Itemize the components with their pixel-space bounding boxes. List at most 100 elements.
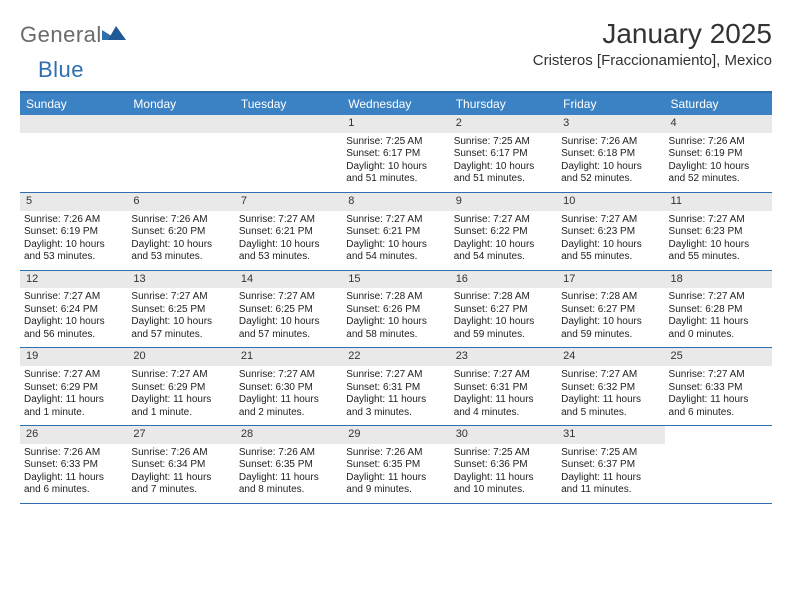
day-detail-line: and 53 minutes. [24,251,123,264]
day-detail-line: and 53 minutes. [131,251,230,264]
day-detail-line: and 54 minutes. [346,251,445,264]
day-detail-line: Daylight: 10 hours [131,316,230,329]
day-detail-line: Sunset: 6:27 PM [561,304,660,317]
day-detail-line: Daylight: 11 hours [669,316,768,329]
day-number: 19 [20,348,127,366]
dow-label: Monday [127,93,234,115]
dow-label: Thursday [450,93,557,115]
calendar-page: General January 2025 Cristeros [Fraccion… [0,0,792,514]
day-detail-line: Sunrise: 7:27 AM [454,214,553,227]
day-cell: 10Sunrise: 7:27 AMSunset: 6:23 PMDayligh… [557,193,664,270]
day-detail-line: Daylight: 10 hours [346,316,445,329]
day-cell: 29Sunrise: 7:26 AMSunset: 6:35 PMDayligh… [342,426,449,503]
day-detail-line: Sunrise: 7:26 AM [131,214,230,227]
day-detail-line: and 51 minutes. [346,173,445,186]
brand-logo: General [20,18,130,48]
day-detail-line: and 57 minutes. [239,329,338,342]
day-number: 8 [342,193,449,211]
day-detail-line: Sunrise: 7:27 AM [239,214,338,227]
day-detail-line: Sunrise: 7:27 AM [239,291,338,304]
day-detail-line: Sunrise: 7:26 AM [346,447,445,460]
brand-mark-icon [102,24,128,47]
day-detail-line: Sunrise: 7:27 AM [131,291,230,304]
day-number: 4 [665,115,772,133]
day-number: 20 [127,348,234,366]
day-detail-line: and 1 minute. [24,407,123,420]
empty-cell [20,115,127,192]
day-detail-line: and 59 minutes. [561,329,660,342]
day-detail-line: Sunset: 6:24 PM [24,304,123,317]
day-detail-line: and 54 minutes. [454,251,553,264]
day-cell: 19Sunrise: 7:27 AMSunset: 6:29 PMDayligh… [20,348,127,425]
day-detail-line: Sunset: 6:19 PM [669,148,768,161]
brand-text-1: General [20,22,102,48]
day-detail-line: Daylight: 10 hours [239,239,338,252]
month-title: January 2025 [533,18,772,50]
week-row: 26Sunrise: 7:26 AMSunset: 6:33 PMDayligh… [20,426,772,504]
day-detail-line: Daylight: 11 hours [561,394,660,407]
day-detail-line: Daylight: 10 hours [346,239,445,252]
day-detail-line: Sunset: 6:32 PM [561,382,660,395]
day-cell: 7Sunrise: 7:27 AMSunset: 6:21 PMDaylight… [235,193,342,270]
day-cell: 8Sunrise: 7:27 AMSunset: 6:21 PMDaylight… [342,193,449,270]
day-cell: 16Sunrise: 7:28 AMSunset: 6:27 PMDayligh… [450,271,557,348]
day-detail-line: Sunset: 6:35 PM [239,459,338,472]
day-detail-line: Sunrise: 7:26 AM [24,447,123,460]
day-detail-line: and 6 minutes. [669,407,768,420]
day-detail-line: Sunrise: 7:26 AM [24,214,123,227]
day-detail-line: and 51 minutes. [454,173,553,186]
day-detail-line: Sunrise: 7:28 AM [454,291,553,304]
day-cell: 15Sunrise: 7:28 AMSunset: 6:26 PMDayligh… [342,271,449,348]
day-detail-line: Daylight: 10 hours [669,239,768,252]
day-detail-line: Daylight: 11 hours [454,472,553,485]
day-cell: 12Sunrise: 7:27 AMSunset: 6:24 PMDayligh… [20,271,127,348]
day-detail-line: Sunset: 6:29 PM [131,382,230,395]
day-number: 31 [557,426,664,444]
day-detail-line: Daylight: 11 hours [24,394,123,407]
calendar-grid: SundayMondayTuesdayWednesdayThursdayFrid… [20,91,772,504]
day-number: 22 [342,348,449,366]
day-detail-line: Sunrise: 7:26 AM [669,136,768,149]
day-cell: 1Sunrise: 7:25 AMSunset: 6:17 PMDaylight… [342,115,449,192]
day-detail-line: Daylight: 10 hours [24,239,123,252]
day-detail-line: Sunrise: 7:27 AM [24,291,123,304]
day-detail-line: Sunset: 6:20 PM [131,226,230,239]
day-number: 26 [20,426,127,444]
day-number: 11 [665,193,772,211]
day-detail-line: Sunset: 6:22 PM [454,226,553,239]
day-detail-line: Sunset: 6:25 PM [131,304,230,317]
day-detail-line: Sunset: 6:28 PM [669,304,768,317]
day-cell: 22Sunrise: 7:27 AMSunset: 6:31 PMDayligh… [342,348,449,425]
day-cell: 20Sunrise: 7:27 AMSunset: 6:29 PMDayligh… [127,348,234,425]
day-detail-line: Sunset: 6:33 PM [669,382,768,395]
day-detail-line: Sunset: 6:35 PM [346,459,445,472]
day-detail-line: and 55 minutes. [561,251,660,264]
day-number: 10 [557,193,664,211]
day-detail-line: Sunset: 6:36 PM [454,459,553,472]
day-cell: 26Sunrise: 7:26 AMSunset: 6:33 PMDayligh… [20,426,127,503]
day-cell: 31Sunrise: 7:25 AMSunset: 6:37 PMDayligh… [557,426,664,503]
day-cell: 6Sunrise: 7:26 AMSunset: 6:20 PMDaylight… [127,193,234,270]
dow-label: Wednesday [342,93,449,115]
day-number: 15 [342,271,449,289]
day-detail-line: Daylight: 10 hours [454,161,553,174]
weeks-container: 1Sunrise: 7:25 AMSunset: 6:17 PMDaylight… [20,115,772,504]
day-detail-line: Daylight: 11 hours [131,394,230,407]
day-cell: 21Sunrise: 7:27 AMSunset: 6:30 PMDayligh… [235,348,342,425]
day-detail-line: Daylight: 11 hours [239,394,338,407]
day-cell: 30Sunrise: 7:25 AMSunset: 6:36 PMDayligh… [450,426,557,503]
day-cell: 25Sunrise: 7:27 AMSunset: 6:33 PMDayligh… [665,348,772,425]
day-detail-line: Sunrise: 7:26 AM [561,136,660,149]
day-detail-line: Daylight: 10 hours [346,161,445,174]
day-detail-line: and 10 minutes. [454,484,553,497]
day-detail-line: and 8 minutes. [239,484,338,497]
location-subtitle: Cristeros [Fraccionamiento], Mexico [533,52,772,69]
day-detail-line: and 4 minutes. [454,407,553,420]
day-detail-line: Daylight: 11 hours [346,394,445,407]
day-number: 17 [557,271,664,289]
day-detail-line: Sunrise: 7:27 AM [239,369,338,382]
day-detail-line: and 7 minutes. [131,484,230,497]
day-detail-line: and 0 minutes. [669,329,768,342]
day-detail-line: Sunset: 6:25 PM [239,304,338,317]
day-of-week-header: SundayMondayTuesdayWednesdayThursdayFrid… [20,93,772,115]
